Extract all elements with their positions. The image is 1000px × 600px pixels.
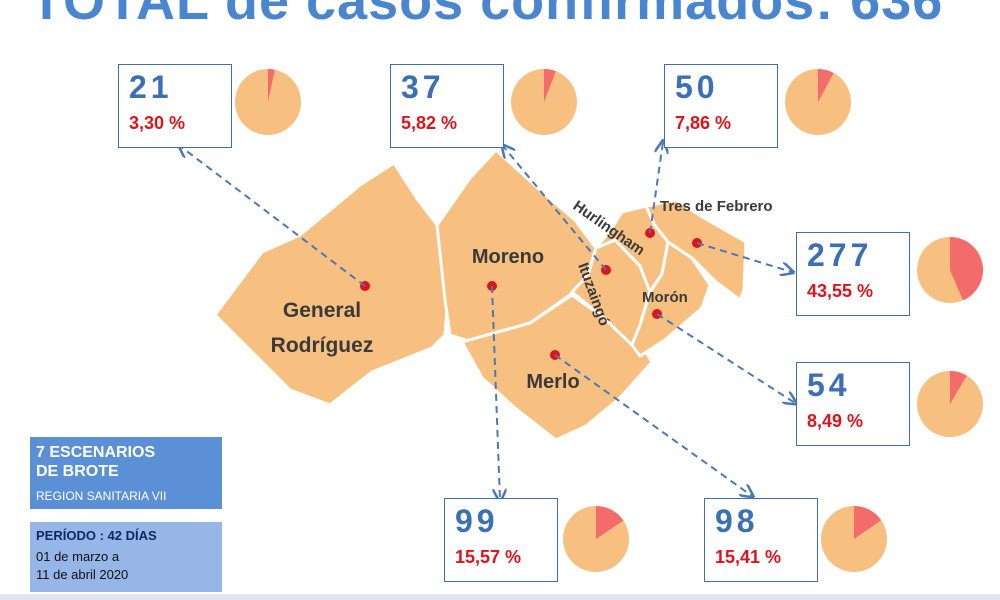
box-hurlingham: 50 7,86 % — [664, 64, 778, 148]
period-label: PERÍODO : 42 DÍAS — [36, 528, 157, 543]
box-general-rodriguez: 21 3,30 % — [118, 64, 232, 148]
arrow-moron — [656, 313, 795, 403]
pie-moron — [917, 371, 983, 437]
label-general-rodriguez-2: Rodríguez — [271, 334, 374, 357]
percent: 5,82 % — [401, 113, 458, 133]
pie-slice — [544, 69, 556, 102]
region-tres-de-febrero — [644, 198, 748, 302]
box-moreno: 37 5,82 % — [390, 64, 504, 148]
box-ituzaingo: 98 15,41 % — [704, 498, 818, 582]
region-general-rodriguez — [213, 161, 452, 407]
percent: 43,55 % — [807, 281, 874, 301]
percent: 7,86 % — [675, 113, 732, 133]
pie-moreno — [511, 69, 577, 135]
percent: 8,49 % — [807, 411, 864, 431]
region-moron — [630, 240, 712, 358]
label-merlo: Merlo — [526, 371, 579, 393]
region-label: REGION SANITARIA VII — [36, 489, 167, 503]
label-tres-de-febrero: Tres de Febrero — [660, 198, 773, 215]
pie-slice — [854, 506, 882, 539]
count: 37 — [401, 69, 445, 105]
pie-hurlingham — [785, 69, 851, 135]
date-line-1: 01 de marzo a — [36, 549, 120, 564]
pie-slice — [818, 69, 834, 102]
percent: 15,41 % — [715, 547, 782, 567]
count: 21 — [129, 69, 173, 105]
scenarios-panel: 7 ESCENARIOS DE BROTE REGION SANITARIA V… — [30, 437, 222, 509]
count: 98 — [715, 503, 759, 539]
percent: 3,30 % — [129, 113, 186, 133]
count: 50 — [675, 69, 719, 105]
pie-merlo — [563, 506, 629, 572]
pie-slice — [950, 237, 984, 301]
arrow-tres-de-febrero — [696, 242, 792, 272]
arrow-ituzaingo — [554, 354, 752, 496]
pie-tres-de-febrero — [917, 237, 984, 303]
arrow-moreno — [503, 146, 607, 271]
pie-slice — [596, 506, 624, 539]
arrow-hurlingham — [649, 142, 663, 234]
count: 277 — [807, 237, 873, 273]
arrow-general-rodriguez — [180, 146, 366, 287]
count: 99 — [455, 503, 499, 539]
label-general-rodriguez-1: General — [283, 299, 361, 322]
pie-slice — [268, 69, 275, 102]
period-dates: 01 de marzo a 11 de abril 2020 — [36, 548, 128, 584]
date-line-2: 11 de abril 2020 — [36, 567, 129, 582]
percent: 15,57 % — [455, 547, 522, 567]
page-title: TOTAL de casos confirmados: 636 — [30, 0, 944, 31]
label-moreno: Moreno — [472, 246, 544, 268]
label-moron: Morón — [642, 289, 688, 306]
count: 54 — [807, 367, 851, 403]
box-moron: 54 8,49 % — [796, 362, 910, 446]
period-panel: PERÍODO : 42 DÍAS 01 de marzo a 11 de ab… — [30, 522, 222, 592]
region-merlo — [460, 293, 654, 442]
pie-ituzaingo — [821, 506, 887, 572]
box-tres-de-febrero: 277 43,55 % — [796, 232, 910, 316]
bottom-band — [0, 594, 1000, 600]
scenarios-line-1: 7 ESCENARIOS — [36, 444, 156, 461]
box-merlo: 99 15,57 % — [444, 498, 558, 582]
pie-slice — [950, 371, 967, 404]
scenarios-line-2: DE BROTE — [36, 463, 119, 480]
scenarios-title: 7 ESCENARIOS DE BROTE — [36, 443, 155, 481]
pie-general-rodriguez — [235, 69, 301, 135]
